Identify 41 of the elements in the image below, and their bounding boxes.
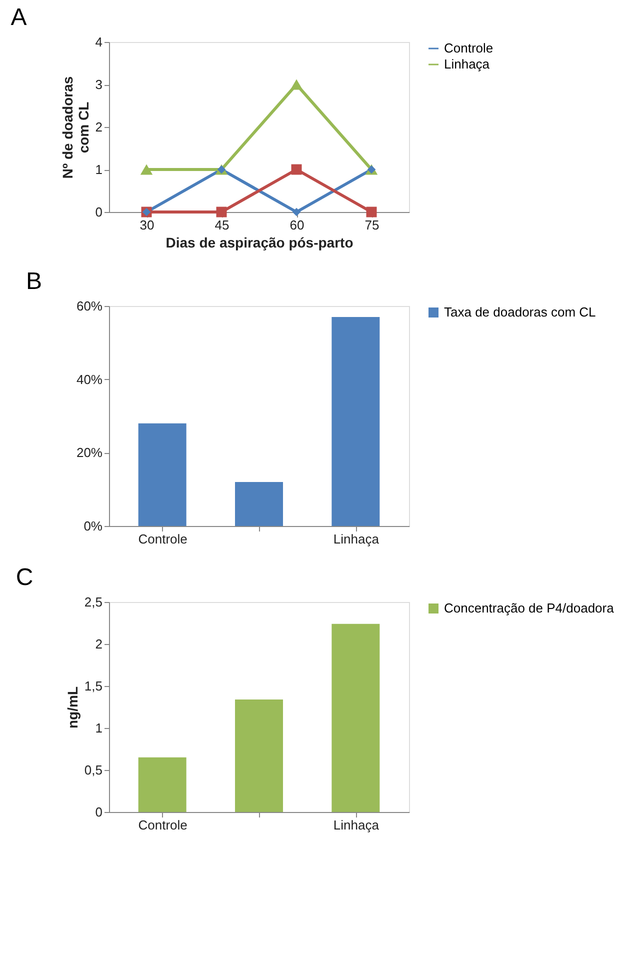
bar — [332, 624, 380, 812]
x-tick-label: 75 — [364, 218, 380, 232]
y-axis-title: ng/mL — [64, 686, 80, 728]
legend-label: Taxa de doadoras com CL — [444, 304, 596, 320]
y-axis-title: Nº de doadoras com CL — [59, 76, 92, 179]
bar — [138, 757, 186, 812]
y-tick-label: 0% — [84, 518, 103, 534]
y-tick-label: 2 — [95, 120, 102, 134]
point — [290, 79, 303, 90]
bar — [138, 423, 186, 526]
y-tick-label: 20% — [76, 445, 103, 460]
y-tick-label: 2,5 — [84, 594, 102, 610]
legend-label: Linhaça — [444, 56, 490, 72]
point — [140, 164, 153, 175]
x-tick-label: 45 — [214, 218, 230, 232]
chart-title: B — [26, 268, 42, 295]
y-tick-label: 60% — [76, 298, 103, 314]
y-tick-label: 1,5 — [84, 678, 102, 694]
point — [366, 206, 377, 218]
y-tick-label: 4 — [95, 34, 102, 50]
chart-title: A — [10, 4, 27, 31]
legend-label: Concentração de P4/doadora — [444, 600, 615, 616]
point — [292, 208, 301, 216]
bar — [332, 317, 380, 526]
legend-label: Controle — [444, 40, 494, 56]
y-tick-label: 0 — [95, 804, 102, 820]
y-tick-label: 0 — [95, 204, 102, 220]
bar — [235, 482, 283, 526]
point — [216, 206, 227, 218]
point — [291, 164, 302, 175]
y-tick-label: 1 — [95, 162, 102, 177]
y-tick-label: 40% — [76, 372, 103, 387]
y-tick-label: 2 — [95, 636, 102, 652]
y-tick-label: 1 — [95, 720, 102, 736]
x-tick-label: 60 — [290, 218, 304, 232]
x-axis-title: Dias de aspiração pós-parto — [166, 234, 354, 250]
chart-title: C — [16, 564, 34, 591]
y-tick-label: 3 — [95, 77, 102, 92]
y-tick-label: 0,5 — [84, 762, 102, 778]
bar — [235, 699, 283, 812]
x-tick-label: 30 — [140, 218, 154, 232]
